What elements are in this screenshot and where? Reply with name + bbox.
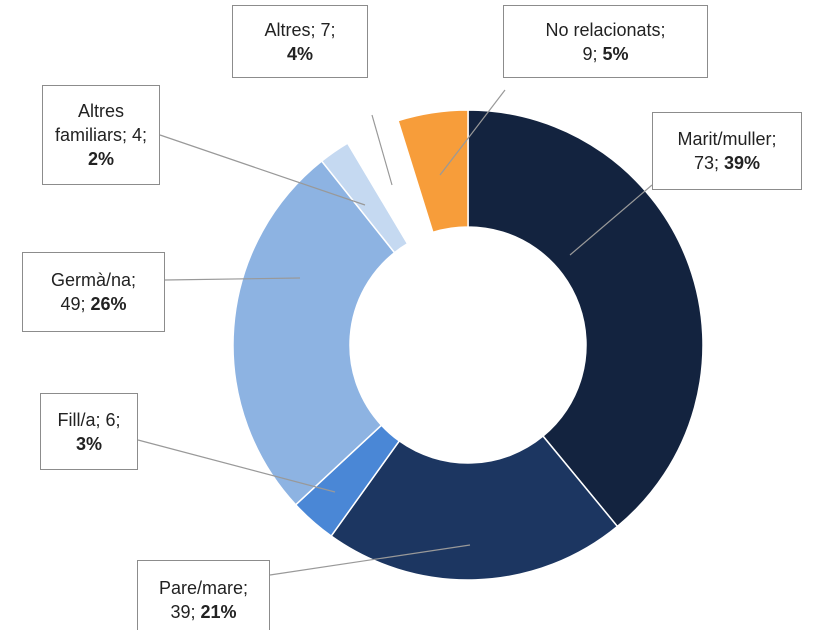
category-label: Marit/muller (677, 129, 772, 149)
leader-line (164, 277, 301, 281)
data-label: Marit/muller; 73; 39% (652, 112, 802, 190)
donut-slice (467, 109, 704, 528)
leader-line (439, 89, 506, 176)
separator: ; (771, 129, 777, 149)
value-label: 39 (170, 602, 191, 622)
separator: ; (115, 409, 121, 430)
separator: ; (121, 125, 132, 145)
separator: ; (310, 19, 321, 40)
percent-label: 2% (87, 149, 114, 169)
category-label: Fill/a (57, 409, 96, 430)
leader-line (159, 134, 366, 206)
donut-slice (397, 109, 469, 234)
separator: ; (142, 125, 148, 145)
value-label: 49 (60, 294, 81, 314)
separator: ; (713, 153, 724, 173)
percent-label: 5% (602, 43, 629, 64)
data-label: Germà/na; 49; 26% (22, 252, 165, 332)
leader-line (569, 184, 653, 256)
separator: ; (95, 409, 106, 430)
separator: ; (131, 270, 137, 290)
percent-label: 26% (90, 294, 127, 314)
value-label: 4 (132, 125, 143, 145)
value-label: 9 (582, 43, 593, 64)
category-label: Pare/mare (158, 578, 244, 598)
value-label: 73 (693, 153, 714, 173)
data-label: Fill/a; 6; 3% (40, 393, 138, 470)
percent-label: 39% (724, 153, 761, 173)
leader-line (371, 114, 393, 186)
data-label: No relacionats; 9; 5% (503, 5, 708, 78)
percent-label: 21% (200, 602, 237, 622)
leader-line (269, 544, 471, 576)
data-label: Altres; 7; 4% (232, 5, 368, 78)
category-label: Altres familiars (54, 101, 124, 145)
data-label: Pare/mare; 39; 21% (137, 560, 270, 630)
leader-line (137, 439, 336, 493)
separator: ; (330, 19, 336, 40)
donut-slice (330, 435, 619, 581)
value-label: 7 (320, 19, 331, 40)
separator: ; (80, 294, 91, 314)
separator: ; (190, 602, 201, 622)
value-label: 6 (105, 409, 116, 430)
separator: ; (243, 578, 249, 598)
category-label: Altres (264, 19, 311, 40)
separator: ; (592, 43, 603, 64)
category-label: No relacionats (545, 19, 661, 40)
percent-label: 3% (75, 433, 102, 454)
separator: ; (660, 19, 666, 40)
percent-label: 4% (286, 43, 313, 64)
data-label: Altres familiars; 4; 2% (42, 85, 160, 185)
category-label: Germà/na (50, 270, 132, 290)
